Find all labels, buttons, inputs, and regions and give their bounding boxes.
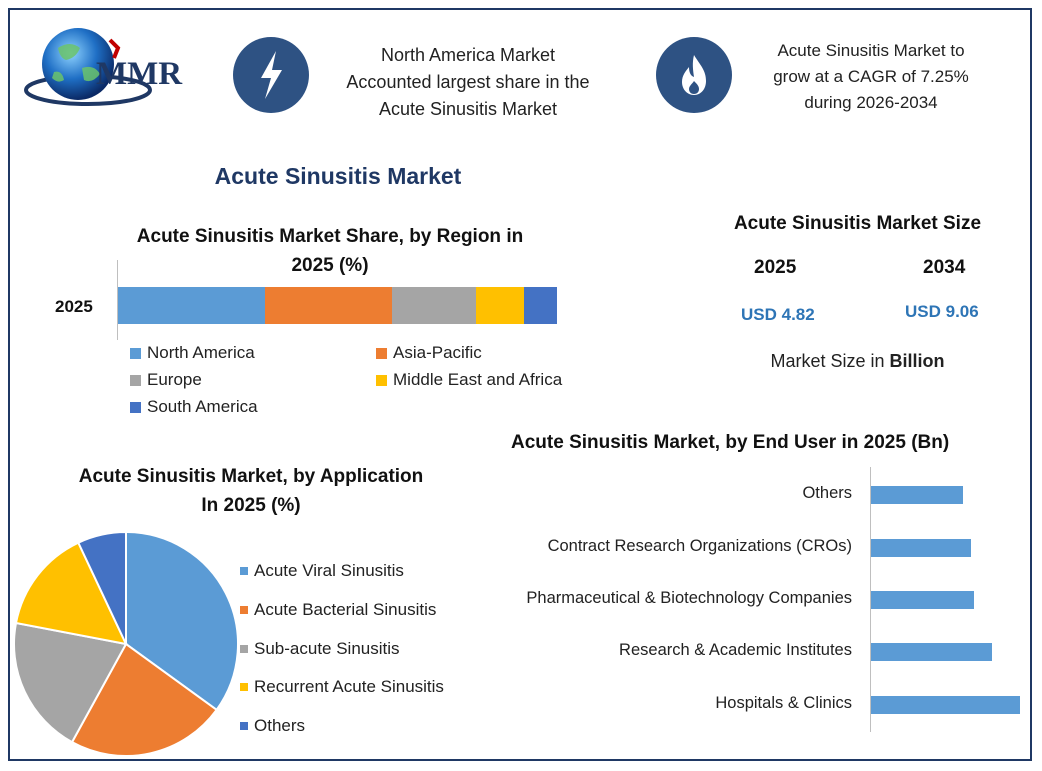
legend-label: Sub-acute Sinusitis <box>254 638 400 658</box>
enduser-bar <box>871 591 974 609</box>
application-legend-item: Acute Bacterial Sinusitis <box>240 600 436 620</box>
size-value-2034: USD 9.06 <box>905 302 979 321</box>
application-pie-chart <box>13 530 239 757</box>
legend-swatch <box>130 374 141 386</box>
legend-swatch <box>240 683 248 692</box>
legend-swatch <box>376 374 387 386</box>
region-chart-title-line: 2025 (%) <box>291 255 369 276</box>
application-legend-item: Acute Viral Sinusitis <box>240 561 404 581</box>
enduser-category-label: Hospitals & Clinics <box>715 694 852 712</box>
application-chart-title-line: In 2025 (%) <box>201 495 301 516</box>
highlight-line: Accounted largest share in the <box>346 72 590 92</box>
enduser-category-label: Others <box>802 484 852 502</box>
region-bar-segment <box>475 287 525 324</box>
region-legend-item: North America <box>130 343 255 363</box>
highlight-line: grow at a CAGR of 7.25% <box>773 67 969 86</box>
region-legend-item: Asia-Pacific <box>376 343 482 363</box>
lightning-icon <box>261 51 282 99</box>
legend-label: Asia-Pacific <box>393 343 482 362</box>
pie-slice <box>14 541 128 646</box>
region-bar-segment <box>265 287 393 324</box>
legend-swatch <box>130 401 141 413</box>
enduser-bar <box>871 696 1020 714</box>
logo-text: MMR <box>96 56 183 92</box>
market-size-title: Acute Sinusitis Market Size <box>733 213 982 234</box>
main-title: Acute Sinusitis Market <box>214 163 462 189</box>
enduser-category-label: Research & Academic Institutes <box>619 641 852 659</box>
infographic-frame <box>8 8 1032 761</box>
legend-swatch <box>240 722 248 731</box>
pie-slice <box>76 530 127 645</box>
legend-label: Acute Viral Sinusitis <box>254 561 404 580</box>
legend-label: Europe <box>147 370 202 389</box>
size-unit-bold: Billion <box>889 351 945 371</box>
legend-swatch <box>240 644 248 653</box>
enduser-bar <box>871 486 964 504</box>
legend-swatch <box>130 347 141 359</box>
enduser-bar <box>871 539 971 557</box>
legend-swatch <box>240 567 248 575</box>
flame-icon <box>682 55 706 95</box>
highlight-icon-circle-2 <box>656 37 732 113</box>
legend-label: North America <box>147 343 255 362</box>
enduser-chart-title: Acute Sinusitis Market, by End User in 2… <box>511 432 950 453</box>
application-legend-item: Sub-acute Sinusitis <box>240 639 400 659</box>
mmr-logo: MMR <box>18 18 218 118</box>
highlight-line: during 2026-2034 <box>804 93 938 112</box>
pie-slice <box>125 530 239 712</box>
size-unit-prefix: Market Size in <box>770 351 890 371</box>
highlight-text-2: Acute Sinusitis Market to grow at a CAGR… <box>740 38 1002 116</box>
region-legend-item: Middle East and Africa <box>376 370 562 390</box>
highlight-line: Acute Sinusitis Market <box>378 99 558 119</box>
region-bar-segment <box>524 287 557 324</box>
application-chart-title: Acute Sinusitis Market, by Application I… <box>40 462 462 520</box>
highlight-line: Acute Sinusitis Market to <box>777 41 965 60</box>
region-bar-segment <box>392 287 476 324</box>
highlight-icon-circle-1 <box>233 37 309 113</box>
legend-label: Recurrent Acute Sinusitis <box>254 677 444 697</box>
region-stacked-bar <box>118 287 557 324</box>
enduser-category-label: Pharmaceutical & Biotechnology Companies <box>526 589 852 607</box>
size-unit-note: Market Size in Billion <box>700 351 1015 372</box>
legend-label: Acute Bacterial Sinusitis <box>254 599 437 619</box>
region-chart-title: Acute Sinusitis Market Share, by Region … <box>90 222 570 280</box>
legend-label: Others <box>254 716 306 736</box>
application-legend-item: Recurrent Acute Sinusitis <box>240 677 444 697</box>
application-legend-item: Others <box>240 716 305 736</box>
legend-label: Middle East and Africa <box>393 370 563 389</box>
size-year-2025: 2025 <box>754 257 797 278</box>
legend-swatch <box>376 347 387 359</box>
enduser-category-label: Contract Research Organizations (CROs) <box>547 537 852 555</box>
legend-swatch <box>240 605 248 614</box>
region-chart-title-line: Acute Sinusitis Market Share, by Region … <box>136 226 524 247</box>
pie-slice <box>13 621 128 744</box>
pie-slice <box>70 642 219 757</box>
size-value-2025: USD 4.82 <box>741 305 815 324</box>
region-legend-item: Europe <box>130 370 202 390</box>
application-chart-title-line: Acute Sinusitis Market, by Application <box>78 466 424 487</box>
legend-label: South America <box>147 397 258 416</box>
region-bar-segment <box>118 287 266 324</box>
size-year-2034: 2034 <box>923 257 966 278</box>
highlight-text-1: North America Market Accounted largest s… <box>320 42 616 123</box>
region-category-label: 2025 <box>55 297 93 316</box>
enduser-axis-line <box>870 467 871 732</box>
enduser-bar <box>871 643 992 661</box>
highlight-line: North America Market <box>380 45 556 65</box>
region-legend-item: South America <box>130 397 258 417</box>
region-axis-line <box>117 260 118 340</box>
